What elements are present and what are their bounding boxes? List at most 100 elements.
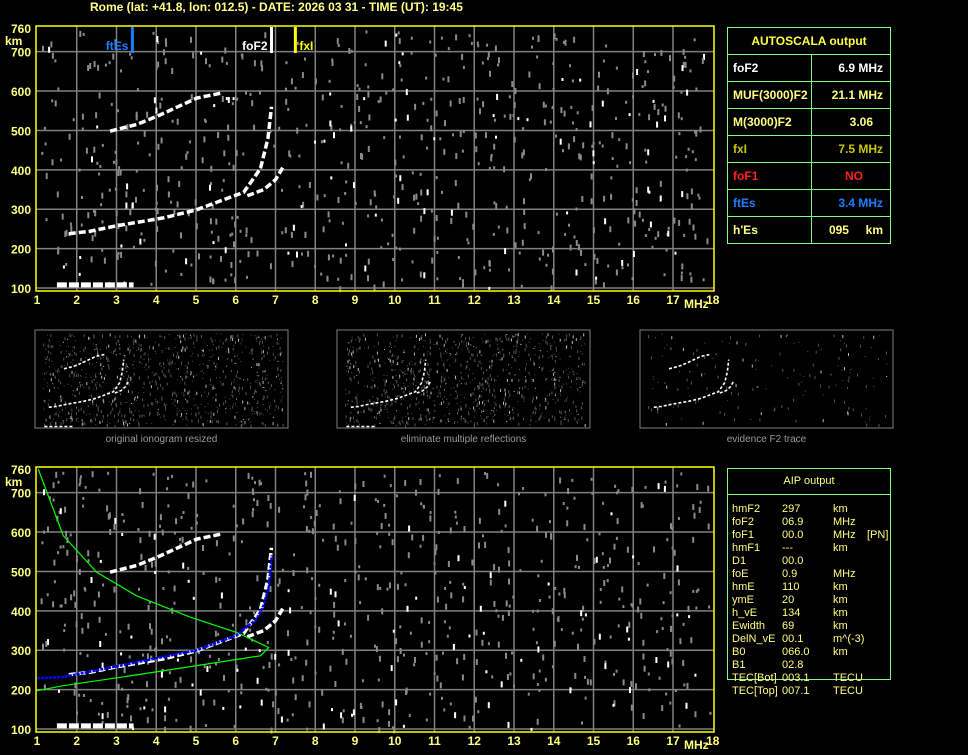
thumbnail-noise (212, 397, 214, 399)
thumbnail-noise (232, 403, 234, 405)
thumbnail-noise (129, 423, 131, 425)
noise-echo (113, 586, 116, 593)
thumbnail-noise (78, 409, 80, 413)
thumbnail-noise (407, 385, 409, 387)
noise-echo (589, 679, 592, 686)
thumbnail-noise (454, 374, 456, 376)
thumbnail-noise (478, 386, 480, 390)
thumbnail-noise (85, 373, 87, 375)
thumbnail-noise (57, 414, 59, 418)
thumbnail-noise (244, 407, 246, 411)
thumbnail-noise (839, 340, 841, 342)
thumbnail-noise (97, 405, 99, 409)
thumbnail-noise (480, 415, 482, 417)
noise-echo (154, 648, 157, 652)
noise-echo (429, 511, 432, 515)
noise-echo (213, 104, 216, 108)
noise-echo (601, 100, 604, 107)
thumbnail-noise (81, 422, 83, 426)
noise-echo (330, 176, 333, 180)
thumbnail-noise (460, 334, 462, 338)
noise-echo (569, 687, 572, 694)
noise-echo (119, 630, 122, 634)
noise-echo (82, 504, 85, 508)
thumbnail-noise (843, 343, 845, 344)
thumbnail-noise (124, 414, 126, 418)
noise-echo (599, 588, 602, 591)
thumbnail-noise (276, 334, 278, 336)
thumbnail-noise (95, 346, 97, 350)
noise-echo (239, 705, 242, 709)
noise-echo (606, 579, 609, 583)
thumbnail-noise (559, 392, 561, 394)
noise-echo (165, 635, 168, 639)
noise-echo (54, 59, 57, 63)
thumbnail-noise (82, 361, 83, 363)
thumbnail-noise (555, 386, 557, 388)
noise-echo (337, 44, 340, 47)
noise-echo (331, 708, 333, 712)
noise-echo (135, 169, 138, 173)
thumbnail-noise (88, 386, 90, 390)
thumbnail-noise (402, 417, 404, 419)
noise-echo (548, 595, 551, 599)
thumbnail-noise (420, 336, 422, 340)
noise-echo (487, 642, 490, 646)
thumbnail-noise (66, 356, 67, 358)
thumbnail-noise (489, 388, 490, 392)
noise-echo (164, 269, 167, 273)
noise-echo (423, 272, 426, 279)
thumbnail-noise (390, 359, 392, 363)
thumbnail-noise (49, 415, 51, 419)
thumbnail-noise (480, 383, 482, 387)
thumbnail-noise (756, 386, 758, 388)
thumbnail-noise (345, 415, 347, 419)
thumbnail-noise (62, 420, 64, 424)
thumbnail-noise (92, 399, 94, 403)
noise-echo (386, 587, 389, 591)
noise-echo (618, 597, 621, 601)
thumbnail-noise (94, 396, 96, 398)
noise-echo (97, 551, 100, 558)
aip-unit: MHz (833, 568, 856, 580)
thumbnail-noise (443, 343, 445, 347)
noise-echo (245, 91, 247, 95)
noise-echo (419, 271, 422, 278)
thumbnail-noise (460, 415, 462, 417)
thumbnail-noise (102, 398, 104, 402)
thumbnail-noise (389, 351, 391, 353)
noise-echo (101, 220, 104, 224)
noise-echo (685, 155, 688, 159)
noise-echo (536, 718, 539, 725)
thumbnail-noise (352, 355, 353, 357)
thumbnail-noise (454, 361, 456, 363)
thumbnail-noise (384, 392, 386, 395)
noise-echo (227, 97, 230, 103)
thumbnail-noise (687, 387, 689, 389)
thumbnail-noise (413, 377, 415, 381)
thumbnail-noise (210, 415, 212, 419)
noise-echo (486, 43, 489, 47)
thumbnail-noise (497, 375, 498, 377)
thumbnail-noise (358, 346, 360, 350)
noise-echo (580, 249, 582, 256)
noise-echo (591, 144, 594, 148)
thumbnail-noise (547, 333, 549, 337)
noise-echo (487, 57, 489, 61)
noise-echo (410, 36, 413, 40)
noise-echo (43, 489, 45, 496)
noise-echo (131, 680, 134, 684)
noise-echo (332, 523, 335, 530)
thumbnail-noise (785, 335, 787, 337)
thumbnail-noise (152, 346, 154, 350)
thumbnail-noise (221, 356, 223, 358)
thumbnail-noise (95, 373, 97, 377)
noise-echo (692, 536, 695, 543)
thumbnail-noise (174, 391, 176, 395)
thumbnail-noise (89, 336, 91, 340)
noise-echo (504, 524, 507, 528)
thumbnail-noise (146, 337, 148, 338)
thumbnail-noise (235, 402, 236, 404)
thumbnail-noise (164, 374, 166, 378)
thumbnail-noise (256, 371, 258, 373)
